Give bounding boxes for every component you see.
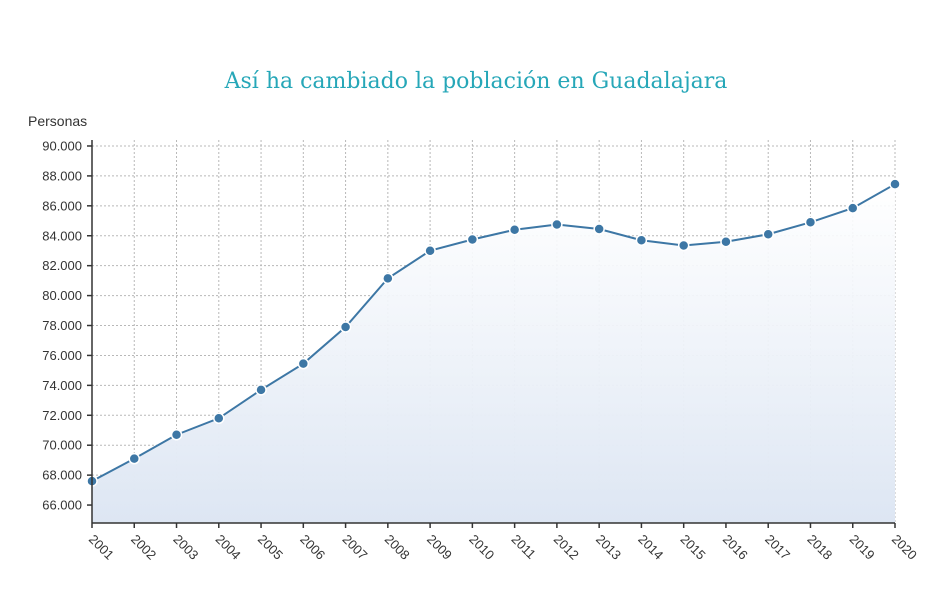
data-point-2013[interactable] bbox=[593, 223, 605, 235]
data-point-2006[interactable] bbox=[297, 357, 310, 370]
data-point-2019[interactable] bbox=[846, 202, 859, 214]
chart-title: Así ha cambiado la población en Guadalaj… bbox=[224, 69, 728, 94]
data-point-2010[interactable] bbox=[466, 233, 479, 246]
data-points bbox=[86, 178, 901, 487]
x-tick-label: 2017 bbox=[762, 532, 793, 563]
data-point-2016[interactable] bbox=[720, 235, 732, 248]
data-point-2015[interactable] bbox=[677, 239, 690, 252]
y-tick-label: 84.000 bbox=[42, 228, 82, 243]
y-tick-label: 80.000 bbox=[42, 288, 82, 303]
data-point-2009[interactable] bbox=[424, 244, 436, 257]
x-tick-label: 2008 bbox=[382, 532, 413, 563]
x-tick-label: 2016 bbox=[720, 532, 751, 563]
data-point-2008[interactable] bbox=[382, 272, 394, 285]
x-tick-label: 2006 bbox=[297, 532, 328, 563]
x-tick-label: 2014 bbox=[635, 532, 666, 563]
data-point-2018[interactable] bbox=[804, 216, 817, 229]
data-point-2002[interactable] bbox=[128, 452, 141, 465]
x-tick-label: 2005 bbox=[255, 532, 286, 563]
x-tick-label: 2011 bbox=[509, 532, 539, 562]
y-tick-label: 88.000 bbox=[42, 168, 82, 183]
x-tick-label: 2018 bbox=[804, 532, 835, 563]
x-tick-label: 2009 bbox=[424, 532, 455, 563]
y-tick-label: 76.000 bbox=[42, 348, 82, 363]
series-area bbox=[92, 184, 895, 523]
x-tick-label: 2013 bbox=[593, 532, 624, 563]
data-point-2005[interactable] bbox=[255, 384, 267, 396]
x-tick-label: 2012 bbox=[551, 532, 582, 563]
data-point-2012[interactable] bbox=[551, 218, 563, 231]
data-point-2003[interactable] bbox=[170, 428, 183, 441]
x-tick-label: 2010 bbox=[466, 532, 497, 563]
y-tick-labels: 66.000 68.000 70.000 72.000 74.000 76.000 78.0… bbox=[42, 138, 82, 512]
x-tick-label: 2002 bbox=[128, 532, 159, 563]
series-line bbox=[91, 183, 896, 482]
x-tick-label: 2003 bbox=[170, 532, 201, 563]
x-tick-label: 2020 bbox=[889, 532, 920, 563]
x-tick-label: 2001 bbox=[86, 532, 117, 563]
data-point-2020[interactable] bbox=[889, 178, 901, 190]
data-point-2004[interactable] bbox=[213, 412, 225, 425]
data-point-2011[interactable] bbox=[508, 224, 521, 236]
axes bbox=[87, 140, 896, 528]
y-tick-label: 68.000 bbox=[42, 468, 82, 483]
y-tick-label: 74.000 bbox=[42, 378, 82, 393]
x-tick-label: 2007 bbox=[339, 532, 370, 563]
y-tick-label: 72.000 bbox=[42, 408, 82, 423]
x-tick-label: 2015 bbox=[678, 532, 709, 563]
y-tick-label: 66.000 bbox=[42, 498, 82, 513]
data-point-2014[interactable] bbox=[635, 234, 648, 246]
y-axis-label: Personas bbox=[28, 113, 87, 129]
area-fill bbox=[92, 184, 895, 523]
y-tick-label: 86.000 bbox=[42, 198, 82, 213]
x-tick-labels: 2001 2002 2003 2004 2005 2006 2007 2008 2009 2010… bbox=[86, 532, 920, 563]
y-tick-label: 90.000 bbox=[42, 138, 82, 153]
series-line-0 bbox=[91, 183, 896, 482]
data-point-2017[interactable] bbox=[762, 228, 774, 240]
y-tick-label: 82.000 bbox=[42, 258, 82, 273]
y-tick-label: 70.000 bbox=[42, 438, 82, 453]
data-point-2007[interactable] bbox=[339, 321, 352, 333]
x-tick-label: 2019 bbox=[847, 532, 878, 563]
y-tick-label: 78.000 bbox=[42, 318, 82, 333]
x-tick-label: 2004 bbox=[213, 532, 244, 563]
